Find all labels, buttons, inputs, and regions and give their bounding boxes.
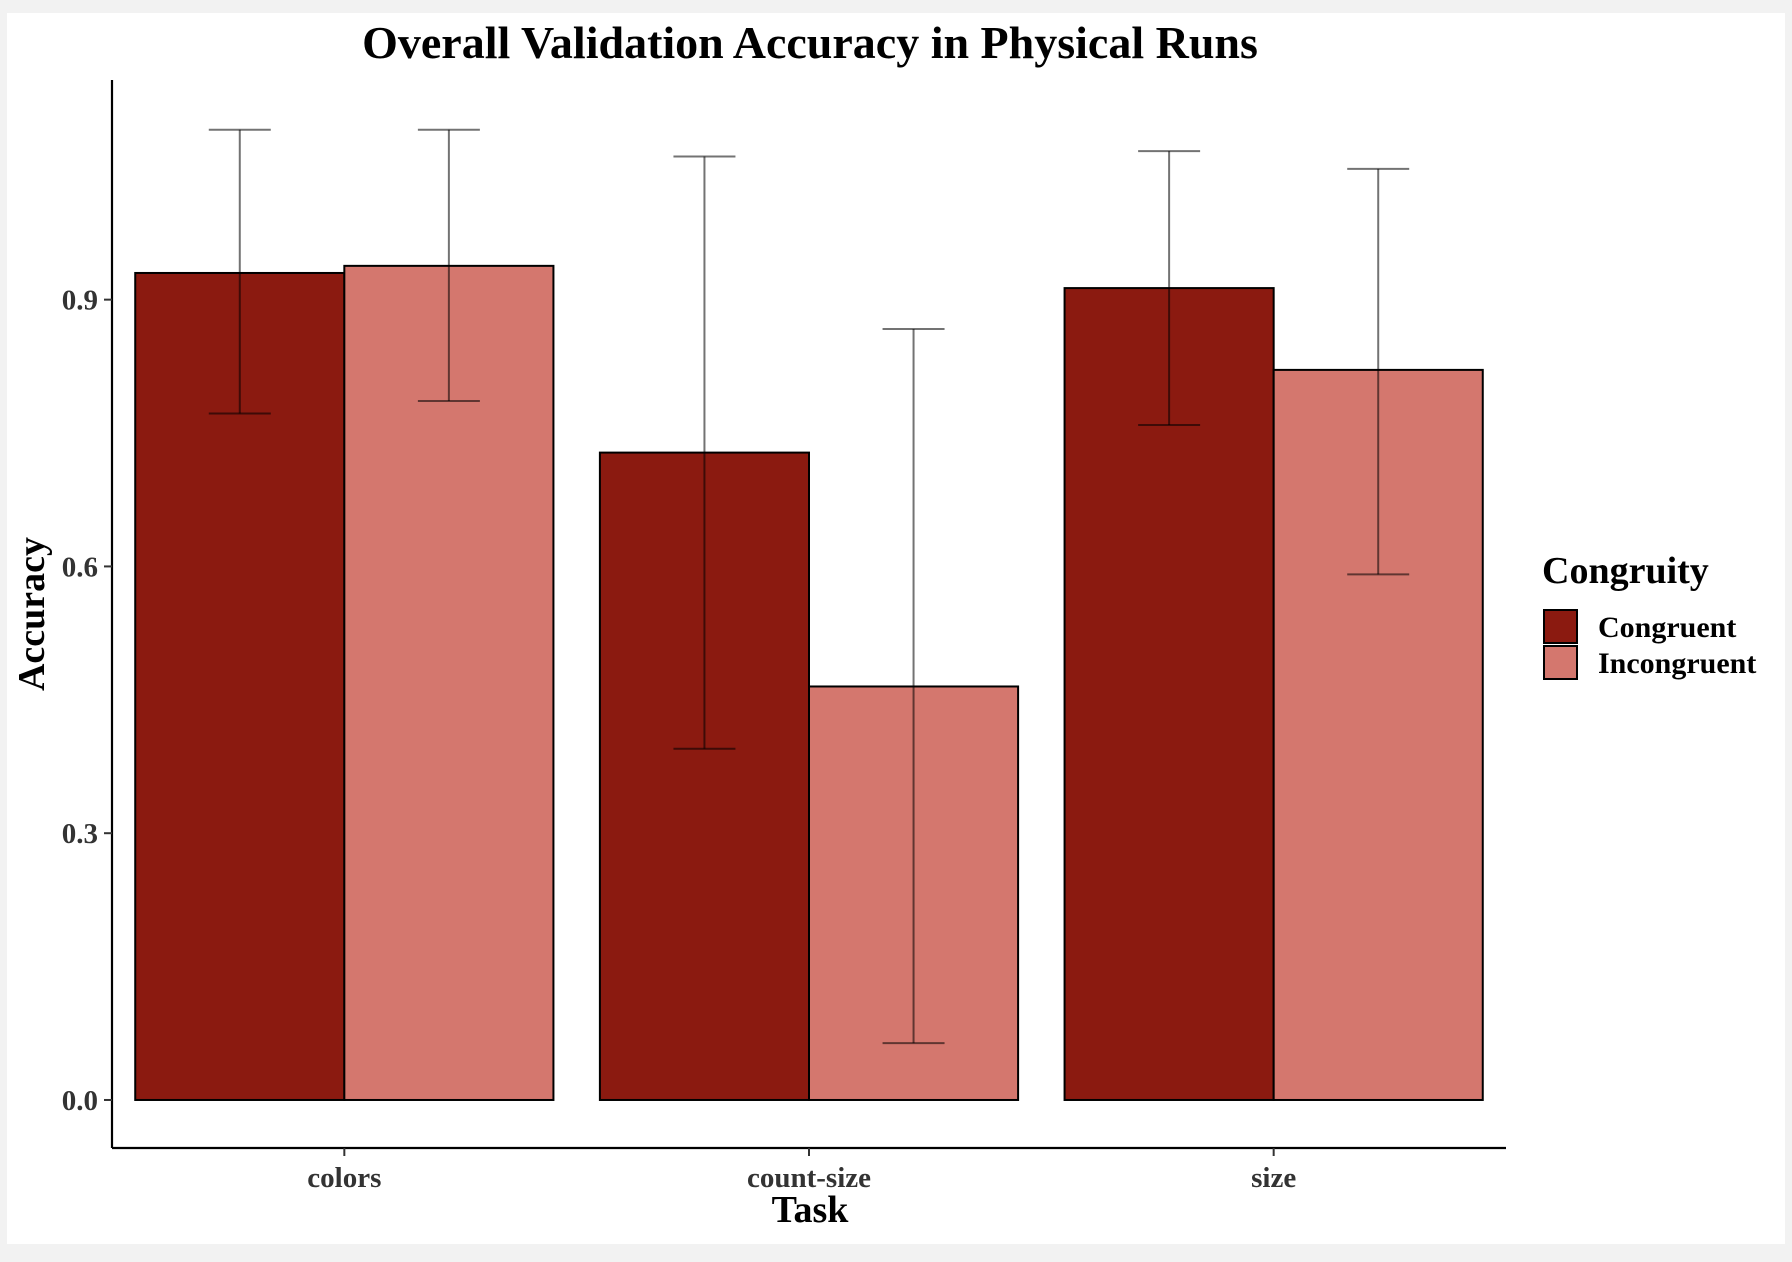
x-tick-label: colors: [307, 1162, 381, 1194]
bar-incongruent-colors: [343, 264, 555, 1101]
y-axis: 0.0 0.3 0.6 0.9: [62, 80, 114, 1148]
y-axis-title: Accuracy: [11, 537, 53, 691]
y-tick-label: 0.6: [62, 551, 98, 583]
legend-label: Congruent: [1598, 611, 1736, 644]
chart-title: Overall Validation Accuracy in Physical …: [362, 17, 1258, 68]
legend-label: Incongruent: [1598, 647, 1756, 680]
error-bars: [208, 128, 1410, 1045]
legend-title: Congruity: [1542, 550, 1709, 592]
y-tick-label: 0.0: [62, 1085, 98, 1117]
bars: [134, 264, 1484, 1101]
error-bar: [417, 128, 480, 403]
error-bar: [882, 327, 945, 1045]
legend-swatch: [1543, 609, 1578, 644]
error-bar: [673, 155, 736, 750]
error-bar: [208, 128, 271, 415]
y-tick-label: 0.3: [62, 818, 98, 850]
x-tick-label: count-size: [747, 1162, 871, 1194]
error-bar: [1138, 150, 1201, 427]
x-tick-label: size: [1251, 1162, 1296, 1194]
error-bar: [1347, 167, 1410, 576]
y-tick-label: 0.9: [62, 285, 98, 317]
x-axis: colors count-size size: [112, 1146, 1506, 1194]
legend-swatch: [1543, 645, 1578, 680]
x-axis-title: Task: [772, 1189, 850, 1231]
